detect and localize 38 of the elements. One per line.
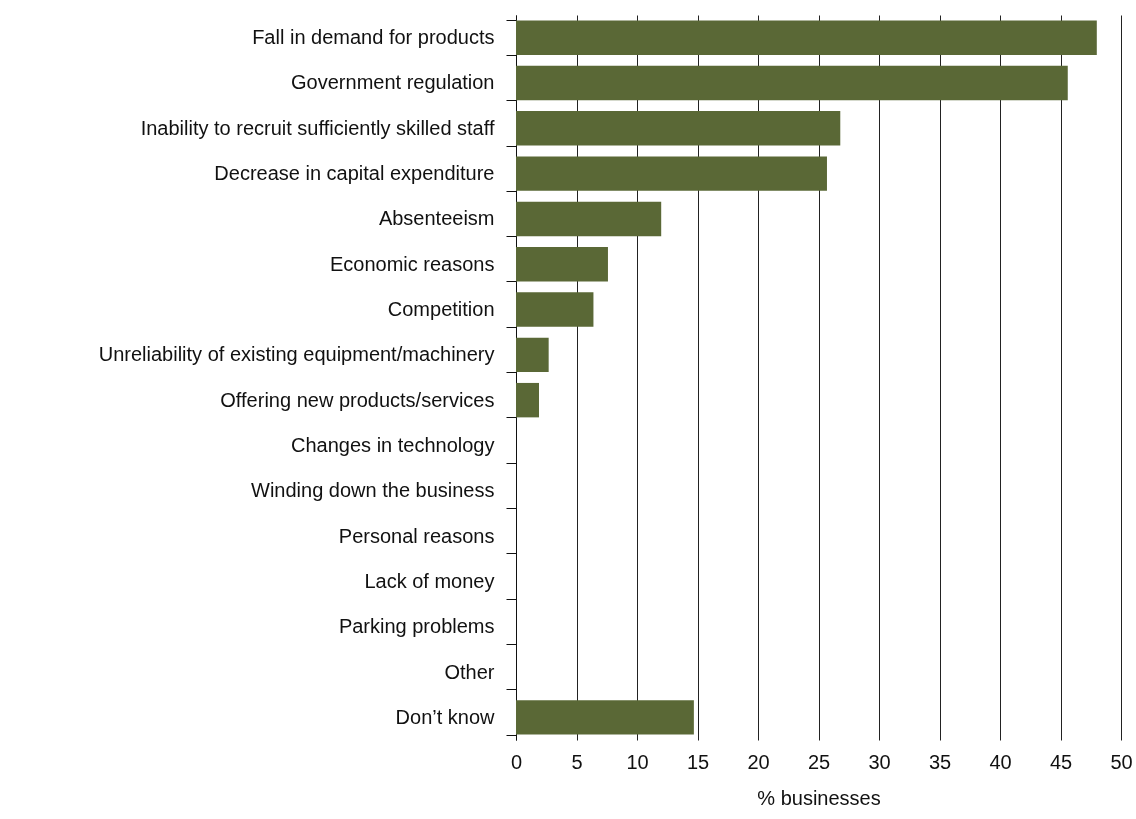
y-tick-label: Offering new products/services: [220, 388, 495, 411]
y-tick-label: Government regulation: [291, 71, 495, 94]
x-tick-label: 5: [571, 750, 583, 773]
x-tick-label: 35: [928, 750, 952, 773]
y-tick-label: Decrease in capital expenditure: [214, 162, 495, 185]
bar: [516, 700, 694, 735]
bar: [516, 201, 662, 237]
y-tick-label: Unreliability of existing equipment/machinery: [98, 343, 495, 366]
y-tick-label: Winding down the business: [251, 479, 495, 502]
y-tick-label: Lack of money: [364, 569, 495, 592]
bar: [516, 156, 827, 191]
x-tick-label: 50: [1110, 750, 1133, 773]
bar: [516, 247, 608, 282]
y-tick-label: Absenteeism: [378, 207, 495, 230]
x-tick-label: 45: [1049, 750, 1073, 773]
bar: [516, 65, 1068, 101]
y-tick-label: Changes in technology: [291, 433, 495, 456]
bar: [516, 292, 594, 327]
y-tick-label: Parking problems: [338, 615, 495, 638]
x-tick-label: 0: [510, 750, 523, 773]
x-tick-label: 10: [626, 750, 649, 773]
bar: [516, 20, 1097, 55]
bar: [516, 111, 841, 146]
y-tick-label: Inability to recruit sufficiently skilled staff: [140, 116, 495, 139]
y-tick-label: Don’t know: [395, 705, 496, 728]
x-tick-label: 15: [686, 750, 710, 773]
x-tick-label: 25: [807, 750, 831, 773]
x-tick-label: 40: [989, 750, 1012, 773]
y-tick-label: Other: [444, 660, 495, 683]
y-tick-label: Personal reasons: [338, 524, 495, 547]
x-tick-label: 30: [868, 750, 891, 773]
x-tick-label: 20: [747, 750, 770, 773]
x-axis-title: % businesses: [757, 786, 881, 809]
bar: [516, 382, 539, 418]
y-tick-label: Economic reasons: [329, 252, 495, 275]
y-tick-label: Fall in demand for products: [252, 26, 495, 49]
y-tick-label: Competition: [387, 298, 495, 321]
bar: [516, 337, 549, 373]
